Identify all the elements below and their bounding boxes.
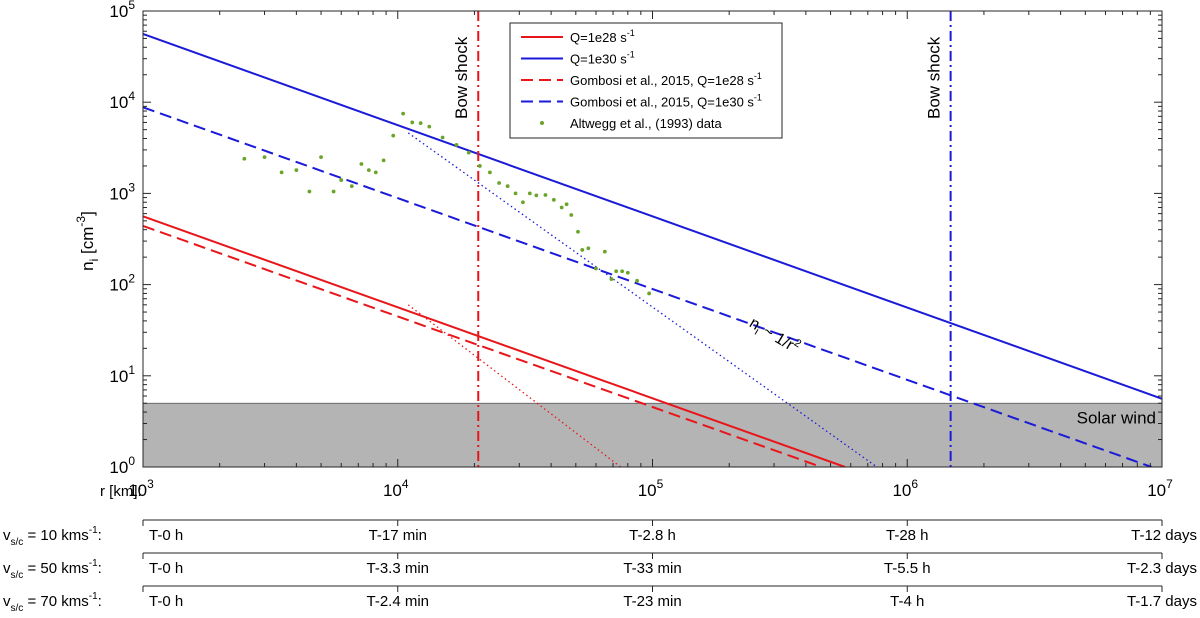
time-axis-label-1: vs/c = 50 kms-1: <box>3 558 102 581</box>
data-point-18 <box>440 135 445 140</box>
data-point-36 <box>586 246 591 251</box>
data-point-5 <box>319 155 323 160</box>
data-point-20 <box>466 150 471 155</box>
time-tick-label: T-4 h <box>890 593 924 610</box>
plot-series-group <box>143 11 1162 467</box>
data-point-43 <box>635 278 639 283</box>
data-point-25 <box>513 191 518 196</box>
time-tick-label: T-1.7 days <box>1127 593 1197 610</box>
data-point-21 <box>477 164 482 168</box>
data-point-28 <box>534 193 539 198</box>
bow-shock-label-0: Bow shock <box>452 36 471 119</box>
data-point-2 <box>279 170 284 175</box>
y-tick-label-1: 101 <box>109 363 135 386</box>
x-tick-label-2: 105 <box>638 477 664 500</box>
data-point-6 <box>331 189 336 194</box>
legend-label-3: Gombosi et al., 2015, Q=1e30 s-1 <box>570 93 762 110</box>
data-point-39 <box>609 277 614 281</box>
time-tick-label: T-33 min <box>623 560 681 577</box>
y-tick-label-0: 100 <box>109 454 135 477</box>
data-point-41 <box>620 269 625 274</box>
legend-label-2: Gombosi et al., 2015, Q=1e28 s-1 <box>570 71 762 88</box>
y-tick-label-5: 105 <box>109 0 135 21</box>
data-point-15 <box>410 120 415 125</box>
data-point-3 <box>294 168 299 173</box>
data-point-24 <box>505 184 510 189</box>
data-point-13 <box>391 133 396 138</box>
series-line-2 <box>143 224 822 467</box>
series-line-0 <box>143 215 846 467</box>
data-point-12 <box>381 158 386 163</box>
legend-box <box>509 22 783 139</box>
data-point-44 <box>647 291 652 296</box>
data-point-30 <box>551 197 556 202</box>
data-point-23 <box>497 181 502 185</box>
data-point-35 <box>580 248 585 252</box>
solar-wind-region <box>142 402 1163 468</box>
time-tick-label: T-0 h <box>149 560 183 577</box>
data-point-38 <box>602 249 607 254</box>
data-point-31 <box>559 205 564 210</box>
series-line-5 <box>407 132 878 467</box>
legend-label-0: Q=1e28 s-1 <box>570 28 635 45</box>
time-tick-label: T-5.5 h <box>884 560 931 577</box>
x-axis-label: r [km]: <box>100 483 142 500</box>
time-axis-label-0: vs/c = 10 kms-1: <box>3 525 102 548</box>
x-tick-label-3: 106 <box>892 477 918 500</box>
data-point-0 <box>242 156 247 161</box>
y-tick-label-2: 102 <box>109 272 135 295</box>
time-tick-label: T-17 min <box>369 527 427 544</box>
x-tick-label-1: 104 <box>383 477 409 500</box>
legend-label-1: Q=1e30 s-1 <box>570 50 635 67</box>
data-point-22 <box>488 170 492 175</box>
data-point-29 <box>543 193 548 197</box>
y-tick-label-4: 104 <box>109 89 135 112</box>
data-point-14 <box>401 111 406 116</box>
data-point-34 <box>576 229 580 234</box>
x-tick-label-4: 107 <box>1147 477 1173 500</box>
x-tick-label-0: 103 <box>128 477 154 500</box>
data-point-33 <box>569 213 574 217</box>
data-point-11 <box>373 170 378 175</box>
time-tick-label: T-3.3 min <box>366 560 429 577</box>
data-point-37 <box>594 266 598 271</box>
data-point-8 <box>349 184 354 189</box>
data-point-32 <box>564 202 569 207</box>
bow-shock-label-1: Bow shock <box>925 36 944 119</box>
data-point-7 <box>339 178 344 182</box>
data-point-27 <box>527 191 532 196</box>
legend-label-4: Altwegg et al., (1993) data <box>570 116 723 131</box>
data-point-26 <box>521 200 525 205</box>
y-axis-label: ni [cm-3] <box>74 211 101 271</box>
data-point-16 <box>418 121 423 125</box>
time-tick-label: T-0 h <box>149 527 183 544</box>
y-tick-label-3: 103 <box>109 180 135 203</box>
time-tick-label: T-2.4 min <box>366 593 429 610</box>
data-point-10 <box>366 168 371 173</box>
time-axis-label-2: vs/c = 70 kms-1: <box>3 591 102 614</box>
time-tick-label: T-2.8 h <box>629 527 676 544</box>
solar-wind-label: Solar wind <box>1077 408 1156 427</box>
data-point-40 <box>614 269 619 274</box>
time-tick-label: T-2.3 days <box>1127 560 1197 577</box>
data-point-19 <box>454 143 459 147</box>
data-point-17 <box>427 124 432 129</box>
time-tick-label: T-23 min <box>623 593 681 610</box>
data-point-42 <box>625 270 630 275</box>
data-point-4 <box>307 189 312 194</box>
time-tick-label: T-12 days <box>1131 527 1197 544</box>
series-line-1 <box>143 33 1162 400</box>
time-tick-label: T-28 h <box>886 527 929 544</box>
data-point-9 <box>359 162 364 166</box>
series-line-3 <box>143 106 1152 467</box>
time-tick-label: T-0 h <box>149 593 183 610</box>
legend-marker-4 <box>540 121 544 125</box>
data-point-1 <box>262 155 267 160</box>
